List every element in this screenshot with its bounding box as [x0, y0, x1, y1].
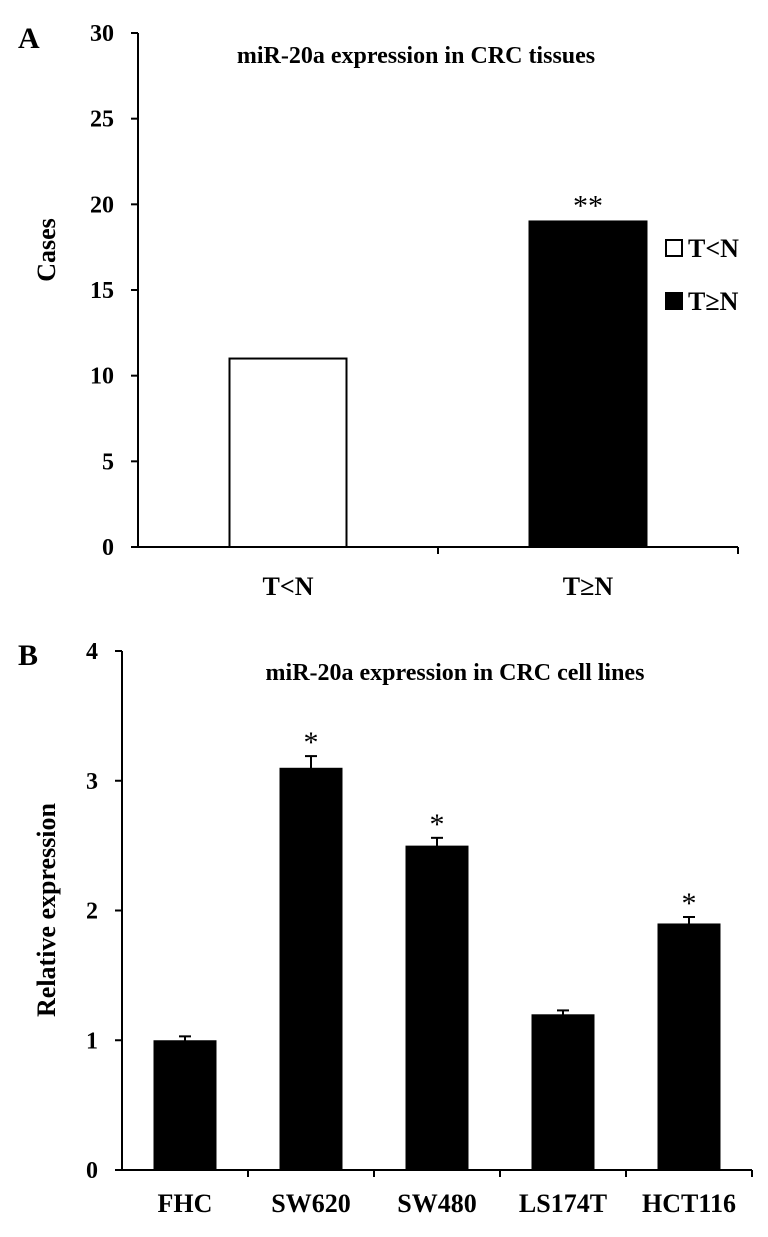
panel-a-y-tick-label: 30	[90, 21, 114, 47]
panel-b-y-tick-label: 1	[86, 1028, 98, 1054]
panel-a-significance: **	[573, 189, 603, 222]
panel-a-bar	[528, 220, 648, 548]
panel-a-legend-swatch	[665, 239, 683, 257]
panel-a-legend-label: T<N	[688, 234, 739, 263]
panel-a-letter: A	[18, 22, 40, 55]
panel-a-ylabel: Cases	[32, 218, 61, 282]
panel-b-y-tick-label: 4	[86, 639, 98, 665]
panel-b-y-tick-label: 0	[86, 1158, 98, 1184]
panel-b-bars	[153, 767, 753, 1177]
panel-a-y-tick-label: 15	[90, 278, 114, 304]
panel-a-y-ticks: 0 5 10 15 20 25 30	[90, 21, 138, 561]
panel-a-category-label: T≥N	[563, 572, 614, 601]
panel-b-y-tick-label: 2	[86, 899, 98, 925]
panel-b-categories: FHC SW620 SW480 LS174T HCT116	[158, 1189, 736, 1218]
panel-a-y-tick-label: 10	[90, 364, 114, 390]
panel-a-bars	[228, 220, 739, 554]
panel-b-bar	[279, 767, 343, 1170]
panel-b-bar	[657, 923, 721, 1170]
panel-a-legend-label: T≥N	[688, 287, 739, 316]
panel-b-y-ticks: 0 1 2 3 4	[86, 639, 122, 1184]
panel-b-significance: * * *	[304, 726, 697, 920]
panel-a-y-tick-label: 5	[102, 449, 114, 475]
panel-a-y-tick-label: 25	[90, 107, 114, 133]
panel-a-legend: T<N T≥N	[665, 234, 739, 316]
panel-b-letter: B	[18, 639, 38, 672]
panel-b-significance-marker: *	[682, 887, 697, 920]
panel-b-bar	[153, 1040, 217, 1170]
panel-b-error-bars	[179, 755, 695, 1046]
panel-b-y-tick-label: 3	[86, 769, 98, 795]
panel-b-category-label: SW480	[397, 1189, 476, 1218]
panel-a-legend-swatch	[665, 292, 683, 310]
panel-a-title: miR-20a expression in CRC tissues	[237, 43, 595, 69]
panel-a-y-tick-label: 20	[90, 192, 114, 218]
panel-b-category-label: SW620	[271, 1189, 350, 1218]
panel-a-significance-marker: **	[573, 189, 603, 222]
panel-b-ylabel: Relative expression	[32, 802, 61, 1017]
panel-a-categories: T<N T≥N	[263, 572, 614, 601]
panel-b-significance-marker: *	[430, 808, 445, 841]
panel-b: B miR-20a expression in CRC cell lines R…	[18, 639, 753, 1218]
panel-b-title: miR-20a expression in CRC cell lines	[266, 660, 645, 686]
panel-b-category-label: LS174T	[519, 1189, 607, 1218]
panel-a-y-tick-label: 0	[102, 535, 114, 561]
panel-b-significance-marker: *	[304, 726, 319, 759]
panel-b-category-label: FHC	[158, 1189, 213, 1218]
panel-b-bar	[405, 845, 469, 1170]
panel-a-category-label: T<N	[263, 572, 314, 601]
panel-b-category-label: HCT116	[642, 1189, 736, 1218]
panel-b-bar	[531, 1014, 595, 1170]
panel-a: A miR-20a expression in CRC tissues Case…	[18, 21, 739, 601]
panel-a-bar	[228, 357, 348, 548]
